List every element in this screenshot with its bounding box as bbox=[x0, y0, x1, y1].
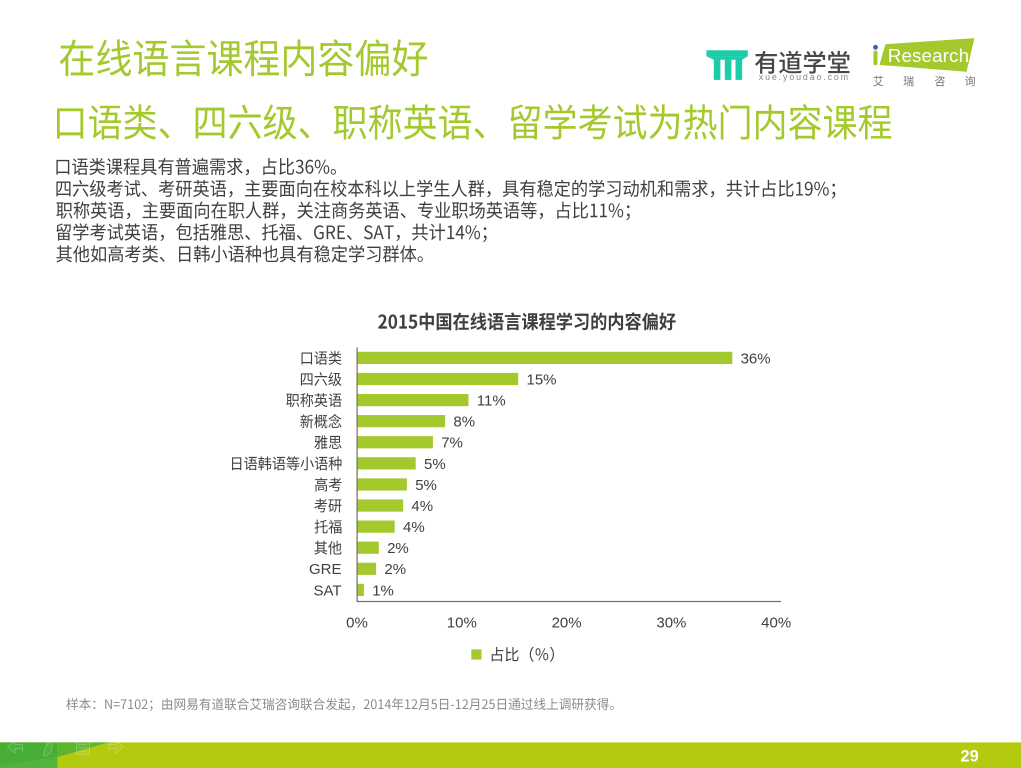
svg-text:30%: 30% bbox=[656, 614, 686, 631]
svg-text:40%: 40% bbox=[761, 614, 791, 631]
svg-text:11%: 11% bbox=[477, 392, 506, 409]
svg-text:15%: 15% bbox=[527, 371, 557, 388]
svg-text:5%: 5% bbox=[415, 477, 437, 494]
svg-text:20%: 20% bbox=[552, 614, 582, 631]
svg-text:SAT: SAT bbox=[313, 582, 341, 599]
svg-text:1%: 1% bbox=[372, 582, 394, 599]
svg-text:8%: 8% bbox=[453, 414, 475, 431]
svg-text:xue.youdao.com: xue.youdao.com bbox=[759, 72, 850, 82]
svg-text:4%: 4% bbox=[403, 519, 425, 536]
svg-text:10%: 10% bbox=[447, 614, 477, 631]
svg-text:Research: Research bbox=[888, 45, 969, 66]
svg-text:5%: 5% bbox=[424, 456, 446, 473]
svg-text:36%: 36% bbox=[741, 350, 771, 367]
svg-text:4%: 4% bbox=[411, 498, 433, 515]
svg-text:0%: 0% bbox=[346, 614, 368, 631]
svg-text:2%: 2% bbox=[387, 540, 409, 557]
svg-text:2%: 2% bbox=[384, 561, 406, 578]
svg-text:29: 29 bbox=[961, 748, 979, 766]
svg-text:7%: 7% bbox=[441, 435, 463, 452]
svg-text:GRE: GRE bbox=[309, 561, 342, 578]
